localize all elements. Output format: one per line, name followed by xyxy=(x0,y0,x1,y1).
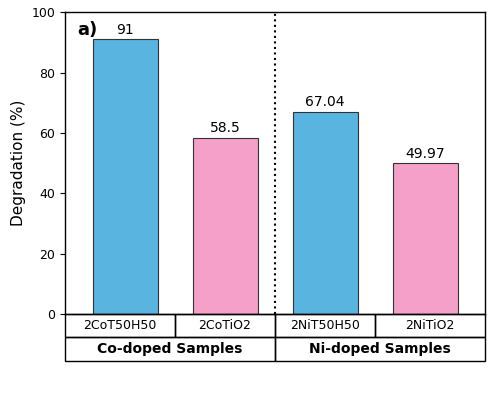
Text: a): a) xyxy=(78,21,98,39)
Text: 2CoT50H50: 2CoT50H50 xyxy=(84,319,156,332)
Text: 49.97: 49.97 xyxy=(405,147,445,161)
Bar xyxy=(192,137,258,314)
Bar xyxy=(392,163,458,314)
Text: 2NiTiO2: 2NiTiO2 xyxy=(406,319,454,332)
Y-axis label: Degradation (%): Degradation (%) xyxy=(11,100,26,226)
Text: 2NiT50H50: 2NiT50H50 xyxy=(290,319,360,332)
Text: 2CoTiO2: 2CoTiO2 xyxy=(198,319,252,332)
Bar xyxy=(292,112,358,314)
Bar xyxy=(92,39,158,314)
Text: 91: 91 xyxy=(116,23,134,37)
Text: 58.5: 58.5 xyxy=(210,121,240,135)
Text: 67.04: 67.04 xyxy=(305,95,345,109)
Text: Co-doped Samples: Co-doped Samples xyxy=(98,342,242,355)
Text: Ni-doped Samples: Ni-doped Samples xyxy=(309,342,451,355)
